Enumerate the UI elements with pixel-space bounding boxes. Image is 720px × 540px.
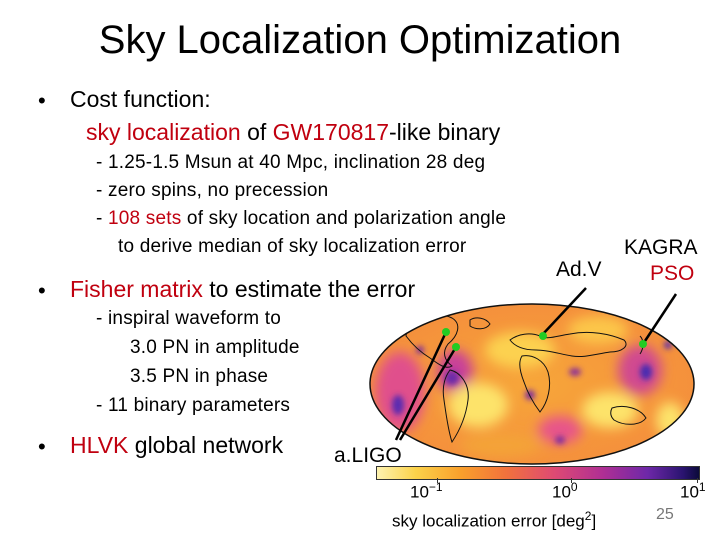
colorbar-tick: [437, 478, 438, 483]
fisher-sub-waveform: - inspiral waveform to: [96, 308, 281, 329]
aligo-label: a.LIGO: [334, 444, 402, 467]
hlvk-text: HLVK: [70, 432, 129, 458]
fisher-sub-params: - 11 binary parameters: [96, 395, 291, 416]
sets-count: 108 sets: [108, 208, 182, 229]
of-text: of: [240, 119, 273, 145]
cost-sub-mass: - 1.25-1.5 Msun at 40 Mpc, inclination 2…: [96, 152, 486, 173]
cost-sub-spins: - zero spins, no precession: [96, 180, 329, 201]
cost-sub-sets: - 108 sets of sky location and polarizat…: [96, 208, 506, 230]
gw170817-text: GW170817: [272, 119, 390, 145]
fisher-sub-amplitude: 3.0 PN in amplitude: [130, 337, 300, 358]
cost-function-description: sky localization of GW170817-like binary: [86, 119, 500, 146]
error-heatmap: [370, 304, 694, 464]
sets-suffix: of sky location and polarization angle: [181, 208, 507, 229]
aligo-livingston-marker: [442, 328, 450, 336]
page-number: 25: [656, 506, 674, 523]
pso-label: PSO: [650, 262, 695, 285]
fisher-rest-text: to estimate the error: [202, 276, 416, 302]
cost-sub-sets-cont: to derive median of sky localization err…: [118, 236, 467, 257]
global-network-text: global network: [128, 432, 284, 458]
colorbar-tick-label: 101: [680, 480, 706, 502]
kagra-label: KAGRA: [624, 236, 698, 259]
kagra-marker: [639, 340, 647, 348]
cost-function-heading: Cost function:: [70, 86, 211, 112]
sets-prefix: -: [96, 208, 109, 229]
slide-title: Sky Localization Optimization: [98, 18, 622, 62]
aligo-hanford-marker: [452, 343, 460, 351]
advirgo-label: Ad.V: [556, 258, 602, 281]
hlvk-bullet: HLVK global network: [70, 432, 283, 459]
fisher-sub-phase: 3.5 PN in phase: [130, 366, 269, 387]
bullet-marker: •: [38, 88, 46, 113]
binary-text: -like binary: [389, 119, 501, 145]
detector-pointers: [394, 287, 678, 441]
colorbar-tick: [571, 478, 572, 483]
map-outline: [369, 303, 695, 465]
detector-markers: [442, 328, 647, 351]
colorbar-label: sky localization error [deg2]: [392, 509, 597, 531]
colorbar-tick-label: 100: [552, 480, 578, 502]
bullet-marker: •: [38, 434, 46, 459]
colorbar: [376, 466, 700, 480]
advirgo-marker: [539, 332, 547, 340]
sky-localization-text: sky localization: [86, 119, 241, 145]
fisher-bullet: Fisher matrix to estimate the error: [70, 276, 415, 303]
fisher-matrix-text: Fisher matrix: [70, 276, 203, 302]
bullet-marker: •: [38, 278, 46, 303]
colorbar-tick: [697, 478, 698, 483]
colorbar-tick-label: 10−1: [410, 480, 443, 502]
